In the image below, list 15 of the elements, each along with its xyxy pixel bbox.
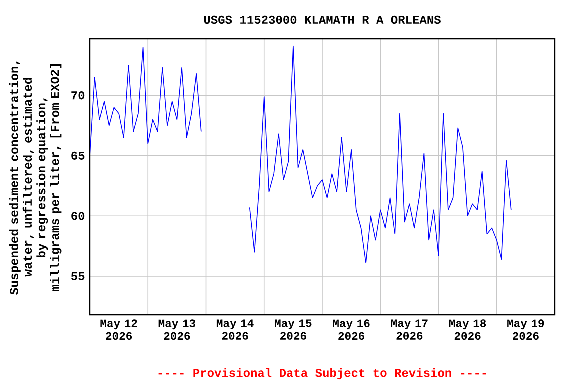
x-tick-label: May 16 2026 xyxy=(333,320,370,340)
y-tick-label: 60 xyxy=(72,212,85,220)
y-tick-label: 70 xyxy=(72,92,85,100)
x-tick-label: May 18 2026 xyxy=(449,320,486,340)
x-tick-label: May 12 2026 xyxy=(100,320,138,340)
y-tick-label: 65 xyxy=(72,152,85,160)
y-axis-title: Suspended sediment concentration, water, unfiltered, estimated by regression equation, milligrams per liter, [From EXO2] xyxy=(9,62,62,295)
y-tick-label: 55 xyxy=(71,272,85,280)
x-tick-label: May 13 2026 xyxy=(158,320,196,340)
chart-title: USGS 11523000 KLAMATH R A ORLEANS xyxy=(204,16,441,24)
x-tick-label: May 14 2026 xyxy=(216,320,254,340)
x-tick-label: May 15 2026 xyxy=(275,320,312,340)
x-tick-label: May 17 2026 xyxy=(391,320,428,340)
text: ---- Provisional Data Subject to Revision ---- xyxy=(158,368,486,380)
x-tick-label: May 19 2026 xyxy=(508,320,544,340)
